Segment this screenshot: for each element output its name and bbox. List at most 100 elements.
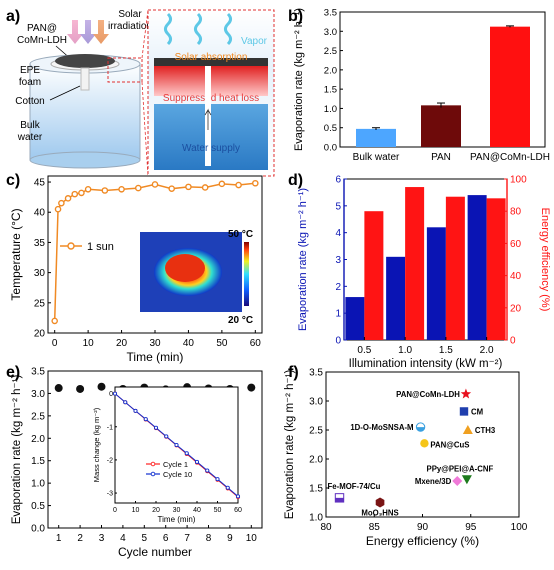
water-label-2: water <box>17 132 43 143</box>
panel-e-scatter-chart: 0.0 0.5 1.0 1.5 2.0 2.5 3.0 3.5 1 2 3 4 5 6 7 8 9 10 Cycle… <box>11 367 263 559</box>
chart-e-xtick-label: 6 <box>163 533 169 544</box>
chart-e-frame <box>47 370 263 529</box>
chart-f-point-cm <box>459 407 469 416</box>
chart-c-xlabel: Time (min) <box>127 350 184 364</box>
absorber-layer <box>154 58 268 66</box>
chart-c-point <box>71 190 79 198</box>
chart-d-bar-rate <box>426 227 446 340</box>
chart-d-xtick-label: 1.5 <box>439 345 453 356</box>
chart-d-y2tick-label: 100 <box>510 175 527 186</box>
chart-e-inset-xtick-label: 10 <box>132 507 140 514</box>
zoom-line-top <box>141 9 149 59</box>
chart-d-y2label: Energy efficiency (%) <box>539 208 551 312</box>
zoom-source-box <box>107 57 143 83</box>
chart-e-inset-point <box>194 459 200 464</box>
chart-e-inset-xtick-label: 20 <box>152 507 160 514</box>
chart-c-point <box>51 317 58 325</box>
chart-e-inset-point <box>174 442 179 448</box>
chart-d-xtick-label: 1.0 <box>398 345 412 356</box>
chart-b-xtick-label: PAN@CoMn-LDH <box>470 152 550 163</box>
chart-c-point <box>84 185 92 193</box>
vapor-wave-2 <box>194 12 202 46</box>
chart-e-ytick-label: 3.0 <box>31 389 45 400</box>
chart-e-inset-point <box>133 408 138 413</box>
vapor-wave-1 <box>164 12 172 46</box>
chart-e-inset-ytick-label: -1 <box>107 424 113 431</box>
panel-label-a: a) <box>6 8 20 25</box>
chart-c-ytick-label: 45 <box>34 178 46 189</box>
chart-c-xtick-label: 0 <box>52 338 58 349</box>
foam-label-2: foam <box>19 77 41 88</box>
chart-e-point <box>97 382 106 391</box>
chart-e-inset-point <box>184 451 189 456</box>
chart-c-legend-label: 1 sun <box>87 241 114 253</box>
chart-e-inset-point <box>164 434 169 439</box>
chart-c-colorbar-min: 20 °C <box>228 315 253 326</box>
chart-e-inset-point <box>123 400 128 405</box>
chart-e-inset-point <box>235 494 241 499</box>
chart-f-point-1d-o-mosnsa-m-fill <box>416 427 425 432</box>
chart-b-ylabel: Evaporation rate (kg m⁻² h⁻¹) <box>293 8 305 151</box>
chart-f-xtick-label: 80 <box>320 522 332 533</box>
chart-d-y2tick-label: 40 <box>510 271 522 282</box>
chart-e-xtick-label: 1 <box>56 533 62 544</box>
panel-f-comparison-chart: 1.0 1.5 2.0 2.5 3.0 3.5 80 85 90 95 100 Energy effi… <box>284 368 528 549</box>
chart-e-point <box>247 383 256 392</box>
chart-b-xtick-label: PAN <box>431 152 451 163</box>
chart-f-ytick-label: 1.0 <box>309 513 323 524</box>
chart-e-inset-ytick-label: -3 <box>107 491 113 498</box>
absorber-disk <box>55 54 115 68</box>
chart-b-ytick-label: 2.5 <box>324 46 337 57</box>
chart-e-inset-xtick-label: 40 <box>193 507 201 514</box>
panel-label-d: d) <box>288 172 303 189</box>
chart-e-ytick-label: 1.5 <box>31 456 45 467</box>
chart-e-xtick-label: 4 <box>120 533 126 544</box>
chart-c-colorbar <box>244 242 249 306</box>
chart-e-inset-xtick-label: 30 <box>173 507 181 514</box>
chart-d-ytick-label: 3 <box>335 255 341 266</box>
chart-f-ytick-label: 1.5 <box>309 484 323 495</box>
panel-c-line-chart: 20 25 30 35 40 45 0 10 20 30 40 50 60 Time (min) Tempe… <box>9 175 263 364</box>
chart-c-point <box>64 195 72 202</box>
chart-f-xtick-label: 85 <box>369 522 381 533</box>
chart-b-bar <box>490 26 530 147</box>
absorption-label: Solar absorption <box>175 52 248 63</box>
cotton-pointer <box>49 85 81 101</box>
chart-f-ytick-label: 3.0 <box>309 397 323 408</box>
chart-f-point-label: CM <box>471 407 483 416</box>
chart-e-ytick-label: 2.0 <box>31 434 45 445</box>
chart-d-bar-efficiency <box>364 211 384 340</box>
chart-c-point <box>101 187 109 194</box>
cotton-label: Cotton <box>15 96 44 107</box>
chart-f-ylabel: Evaporation rate (kg m⁻² h⁻¹) <box>284 370 296 520</box>
chart-c-point <box>58 199 65 207</box>
chart-e-inset-point <box>215 477 220 482</box>
chart-f-point-label: 1D-O-MoSNSA-M <box>350 423 413 432</box>
chart-d-bar-rate <box>386 256 406 340</box>
panel-label-b: b) <box>288 8 303 25</box>
chart-f-point-label: MoO₃HNS <box>361 509 398 518</box>
chart-c-point <box>168 185 176 192</box>
chart-c-xtick-label: 10 <box>83 338 95 349</box>
chart-d-y2tick-label: 80 <box>510 207 522 218</box>
chart-f-point-moo-hns <box>375 497 385 508</box>
chart-e-inset-xlabel: Time (min) <box>158 515 196 524</box>
foam-label-1: EPE <box>20 65 40 76</box>
chart-b-xtick-label: Bulk water <box>353 152 400 163</box>
chart-b-bar <box>356 128 396 147</box>
panel-label-c: c) <box>6 172 20 189</box>
chart-c-point <box>235 181 242 189</box>
schematic-panel: Solar irradiation PAN@ CoMn-LDH EPE foam… <box>15 9 275 177</box>
chart-e-xtick-label: 10 <box>246 533 258 544</box>
solar-arrow-3 <box>93 20 109 44</box>
chart-d-ytick-label: 4 <box>335 228 341 239</box>
chart-f-ytick-label: 2.0 <box>309 455 323 466</box>
chart-f-ytick-label: 3.5 <box>309 368 323 379</box>
chart-e-inset-point <box>143 417 148 422</box>
chart-c-ytick-label: 30 <box>34 268 46 279</box>
chart-e-ytick-label: 0.5 <box>31 501 45 512</box>
chart-e-inset-legend-marker <box>150 461 156 467</box>
chart-d-bar-rate <box>467 195 487 340</box>
chart-e-inset-ylabel: Mass change (kg m⁻²) <box>92 407 101 482</box>
chart-e-xtick-label: 9 <box>227 533 233 544</box>
